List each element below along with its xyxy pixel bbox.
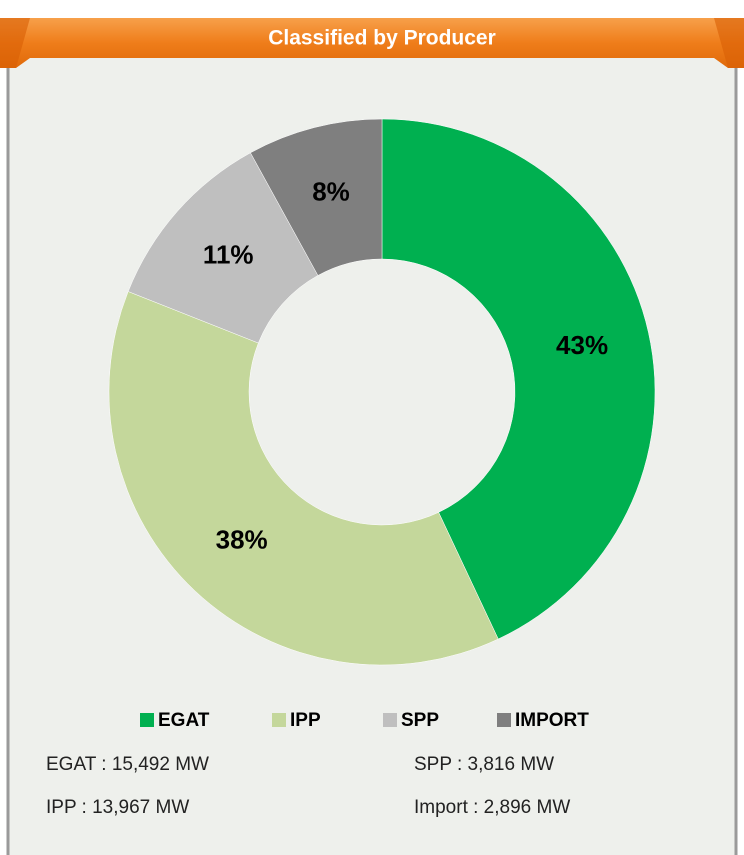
legend-swatch [140, 713, 154, 727]
header-edge [0, 18, 30, 68]
capacity-note: EGAT : 15,492 MW [46, 754, 209, 775]
slice-label: 11% [203, 239, 254, 269]
slice-label: 38% [216, 524, 268, 554]
donut: 43% 38% 11% 8% [108, 118, 656, 666]
legend-label: SPP [401, 710, 439, 731]
header-edge [714, 18, 744, 68]
slice [250, 118, 383, 276]
legend: EGAT IPP SPP IMPORT [140, 710, 589, 731]
capacity-note: Import : 2,896 MW [414, 797, 570, 818]
legend-label: IMPORT [515, 710, 589, 731]
header-banner [0, 18, 744, 68]
capacity-note: IPP : 13,967 MW [46, 797, 189, 818]
capacity-note: SPP : 3,816 MW [414, 754, 554, 775]
legend-swatch [272, 713, 286, 727]
slice [108, 291, 499, 666]
slice-label: 43% [556, 330, 608, 360]
legend-swatch [383, 713, 397, 727]
chart-title: Classified by Producer [268, 27, 496, 50]
slice-label: 8% [312, 176, 350, 206]
legend-label: EGAT [158, 710, 210, 731]
legend-swatch [497, 713, 511, 727]
legend-label: IPP [290, 710, 321, 731]
